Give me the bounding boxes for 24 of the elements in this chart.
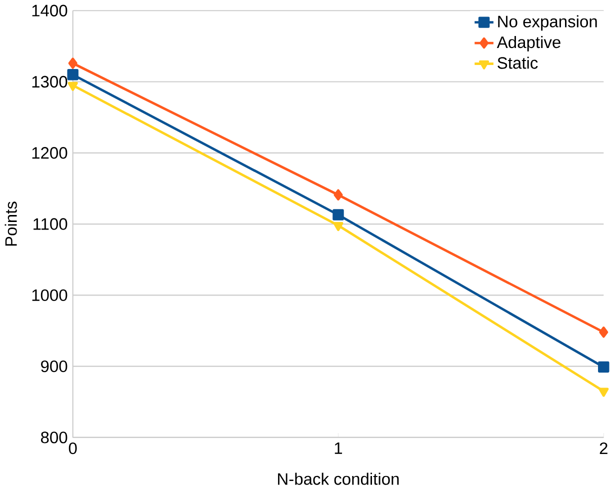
point	[334, 189, 343, 201]
y-tick-label: 800	[41, 432, 68, 444]
y-tick-label: 1300	[32, 76, 68, 88]
point	[333, 222, 344, 232]
y-tick-label: 1400	[32, 4, 68, 17]
y-tick-label: 1200	[32, 147, 68, 159]
point	[598, 362, 610, 373]
legend-label: Adaptive	[496, 36, 560, 52]
point	[68, 58, 78, 70]
x-tick-label: 1	[334, 442, 342, 454]
x-tick-label: 0	[68, 442, 77, 454]
point	[67, 69, 78, 80]
point	[68, 82, 78, 92]
x-axis-title: N-back condition	[278, 472, 399, 486]
legend-label: Static	[498, 56, 538, 70]
point	[598, 388, 609, 398]
y-tick-label: 1100	[34, 218, 68, 230]
legend-label: No expansion	[498, 15, 597, 31]
point	[332, 209, 344, 221]
point	[599, 326, 608, 338]
x-tick-label: 2	[600, 442, 608, 454]
y-axis-title: Points	[4, 202, 17, 246]
y-tick-label: 1000	[32, 289, 68, 302]
y-tick-label: 900	[41, 360, 68, 372]
